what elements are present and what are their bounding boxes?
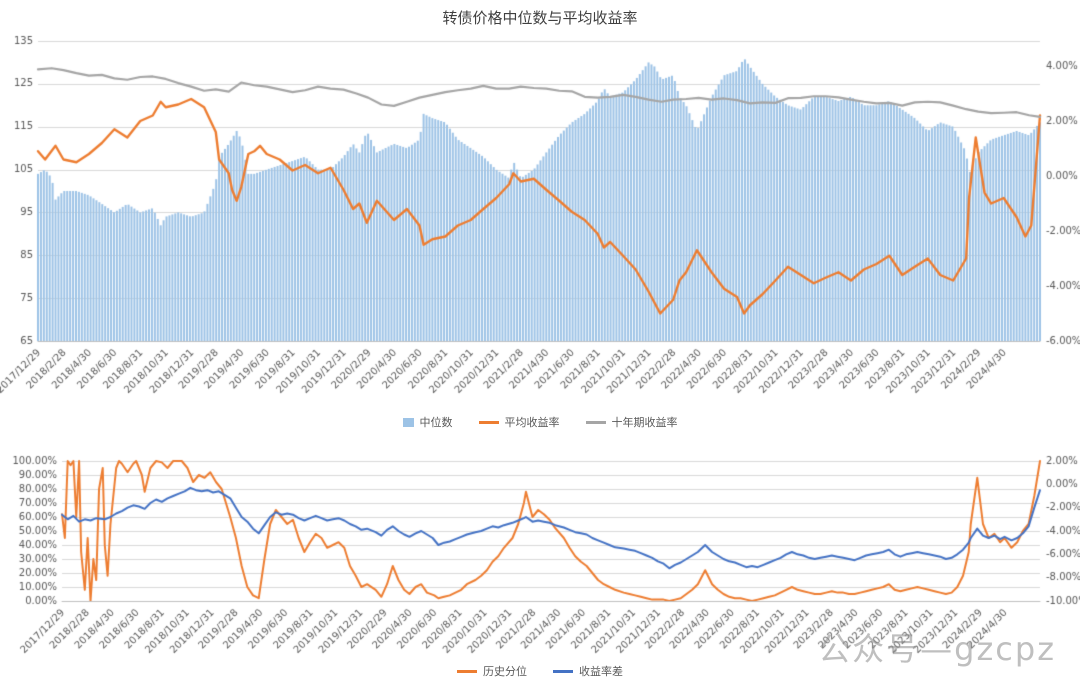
legend-item-yield-spread: 收益率差 bbox=[553, 663, 623, 679]
avg-yield-line-swatch bbox=[478, 420, 499, 424]
top-chart-legend: 中位数 平均收益率 十年期收益率 bbox=[0, 414, 1080, 430]
watermark: 公众号—gzcpz bbox=[818, 630, 1056, 668]
chart-title: 转债价格中位数与平均收益率 bbox=[442, 9, 638, 27]
median-bar-swatch bbox=[402, 417, 414, 427]
bottom-chart-legend: 历史分位 收益率差 bbox=[0, 663, 1080, 679]
legend-item-ten-year-yield: 十年期收益率 bbox=[585, 414, 678, 430]
yield-spread-line-swatch bbox=[553, 669, 573, 673]
legend-item-historical-percentile: 历史分位 bbox=[457, 663, 527, 679]
historical-percentile-line-swatch bbox=[457, 669, 477, 673]
legend-label-median: 中位数 bbox=[419, 416, 453, 429]
legend-label-yield-spread: 收益率差 bbox=[579, 665, 623, 678]
legend-item-avg-yield: 平均收益率 bbox=[478, 414, 560, 430]
legend-item-median: 中位数 bbox=[402, 414, 453, 430]
legend-label-historical-percentile: 历史分位 bbox=[483, 665, 527, 678]
legend-label-ten-year-yield: 十年期收益率 bbox=[611, 416, 678, 429]
bottom-chart-canvas bbox=[0, 435, 1080, 684]
ten-year-line-swatch bbox=[585, 420, 606, 424]
top-chart-canvas bbox=[0, 0, 1080, 412]
legend-label-avg-yield: 平均收益率 bbox=[504, 416, 560, 429]
